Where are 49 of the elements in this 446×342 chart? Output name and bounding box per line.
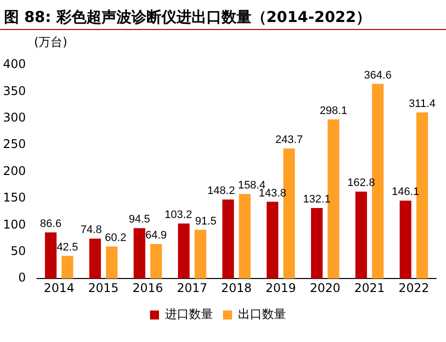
y-axis-title: (万台) xyxy=(33,34,68,51)
bar xyxy=(238,194,251,279)
x-tick-label: 2021 xyxy=(354,280,385,295)
x-tick-label: 2018 xyxy=(221,280,252,295)
y-tick-label: 250 xyxy=(3,137,26,152)
bar xyxy=(134,228,146,279)
bar xyxy=(222,199,234,279)
legend-label: 出口数量 xyxy=(238,307,286,322)
y-tick-label: 50 xyxy=(10,244,26,258)
data-label: 364.6 xyxy=(364,69,392,82)
bar xyxy=(62,256,74,279)
y-tick-label: 0 xyxy=(18,270,26,285)
data-label: 298.1 xyxy=(320,104,348,117)
chart-title: 图 88: 彩色超声波诊断仪进出口数量（2014-2022） xyxy=(0,0,446,30)
x-tick-label: 2016 xyxy=(132,280,164,295)
data-label: 243.7 xyxy=(275,134,303,146)
data-label: 311.4 xyxy=(408,98,436,110)
x-tick-label: 2017 xyxy=(176,280,208,295)
bar xyxy=(194,230,206,279)
x-tick-label: 2020 xyxy=(310,280,340,295)
x-tick-label: 2015 xyxy=(88,280,119,295)
x-tick-label: 2014 xyxy=(44,280,74,295)
data-label: 103.2 xyxy=(164,209,192,222)
y-tick-label: 400 xyxy=(3,57,26,72)
data-label: 74.8 xyxy=(80,224,102,236)
bar xyxy=(106,246,118,279)
bar xyxy=(355,192,367,279)
bar xyxy=(311,208,323,279)
y-tick-label: 300 xyxy=(3,110,26,125)
bar xyxy=(178,223,190,279)
y-tick-label: 200 xyxy=(3,164,26,178)
y-tick-label: 150 xyxy=(3,190,26,205)
bar xyxy=(266,202,278,279)
data-label: 64.9 xyxy=(145,229,167,242)
data-label: 94.5 xyxy=(128,214,150,226)
x-tick-label: 2022 xyxy=(398,280,430,295)
data-label: 148.2 xyxy=(207,184,235,197)
x-tick-label: 2019 xyxy=(266,280,296,295)
y-tick-label: 350 xyxy=(3,84,26,98)
legend-label: 进口数量 xyxy=(165,307,213,322)
data-label: 42.5 xyxy=(56,241,78,254)
bar xyxy=(89,238,101,279)
data-label: 91.5 xyxy=(195,215,217,228)
y-tick-label: 100 xyxy=(3,217,26,232)
data-label: 60.2 xyxy=(104,232,126,244)
bar xyxy=(150,244,162,279)
bar xyxy=(44,232,57,279)
bar xyxy=(400,200,412,279)
data-label: 86.6 xyxy=(40,218,62,230)
